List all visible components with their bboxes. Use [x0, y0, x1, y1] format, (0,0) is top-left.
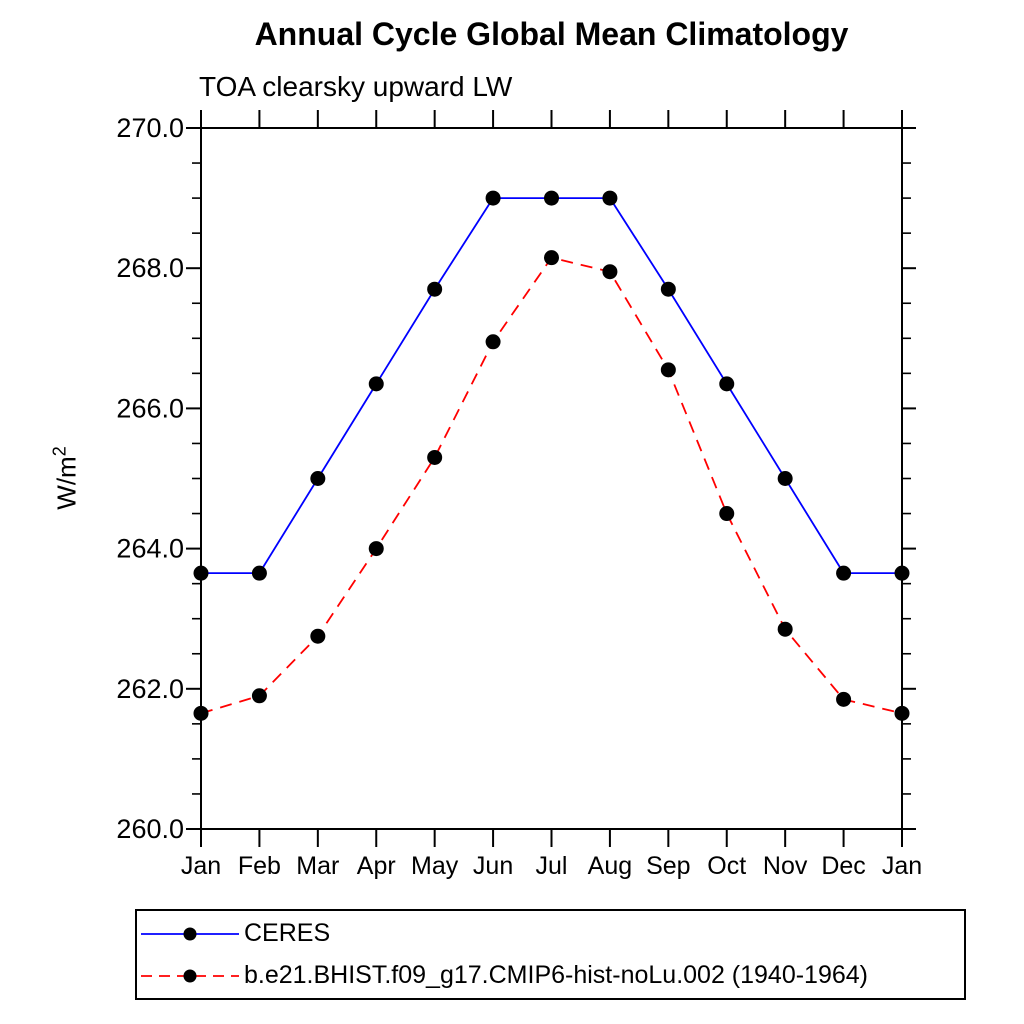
y-tick-label: 270.0	[116, 113, 184, 143]
y-tick-label: 260.0	[116, 814, 184, 844]
x-tick-label: Jul	[536, 852, 568, 880]
data-point-marker	[777, 621, 793, 637]
data-point-marker	[777, 471, 793, 486]
data-point-marker	[719, 376, 735, 392]
data-point-marker	[427, 281, 443, 297]
y-tick-label: 268.0	[116, 253, 184, 283]
data-point-marker	[660, 281, 676, 297]
x-tick-label: Jun	[473, 852, 513, 880]
data-point-marker	[836, 691, 852, 707]
data-point-marker	[310, 628, 326, 644]
data-point-marker	[544, 190, 559, 206]
data-point-marker	[310, 471, 326, 486]
x-tick-label: Jan	[882, 852, 922, 880]
data-point-marker	[251, 688, 267, 704]
data-point-marker	[251, 565, 267, 581]
legend-label-model: b.e21.BHIST.f09_g17.CMIP6-hist-noLu.002 …	[244, 961, 868, 989]
series-line-1	[200, 256, 903, 715]
y-tick-label: 262.0	[116, 674, 184, 704]
data-point-marker	[427, 449, 443, 465]
data-point-marker	[660, 362, 676, 378]
data-point-marker	[193, 565, 209, 581]
legend-row-model: b.e21.BHIST.f09_g17.CMIP6-hist-noLu.002 …	[139, 958, 964, 994]
data-point-marker	[894, 565, 910, 581]
data-point-marker	[368, 376, 384, 392]
axes-frame	[200, 127, 903, 830]
data-point-marker	[544, 250, 559, 266]
data-point-marker	[368, 541, 384, 557]
data-point-marker	[485, 190, 501, 206]
x-tick-label: May	[411, 852, 459, 880]
x-tick-label: Nov	[763, 852, 808, 880]
data-point-marker	[193, 705, 209, 721]
data-point-marker	[836, 565, 852, 581]
legend: CERES b.e21.BHIST.f09_g17.CMIP6-hist-noL…	[135, 909, 966, 1000]
y-tick-label: 264.0	[116, 534, 184, 564]
x-tick-label: Mar	[296, 852, 339, 880]
data-point-marker	[894, 705, 910, 721]
ceres-line-sample-icon	[141, 927, 239, 940]
data-point-marker	[602, 264, 618, 280]
chart-subtitle: TOA clearsky upward LW	[199, 71, 513, 102]
x-tick-label: Dec	[821, 852, 865, 880]
model-line-sample-icon	[141, 969, 239, 982]
x-tick-label: Jan	[181, 852, 221, 880]
data-point-marker	[485, 334, 501, 350]
y-tick-label: 266.0	[116, 393, 184, 423]
chart-title: Annual Cycle Global Mean Climatology	[254, 16, 849, 52]
data-point-marker	[602, 190, 618, 206]
x-tick-label: Feb	[238, 852, 281, 880]
data-point-marker	[719, 506, 735, 522]
legend-row-ceres: CERES	[139, 916, 964, 952]
x-tick-label: Sep	[646, 852, 690, 880]
legend-label-ceres: CERES	[244, 919, 331, 947]
x-tick-label: Apr	[357, 852, 396, 880]
x-tick-label: Aug	[588, 852, 632, 880]
x-tick-label: Oct	[707, 852, 746, 880]
